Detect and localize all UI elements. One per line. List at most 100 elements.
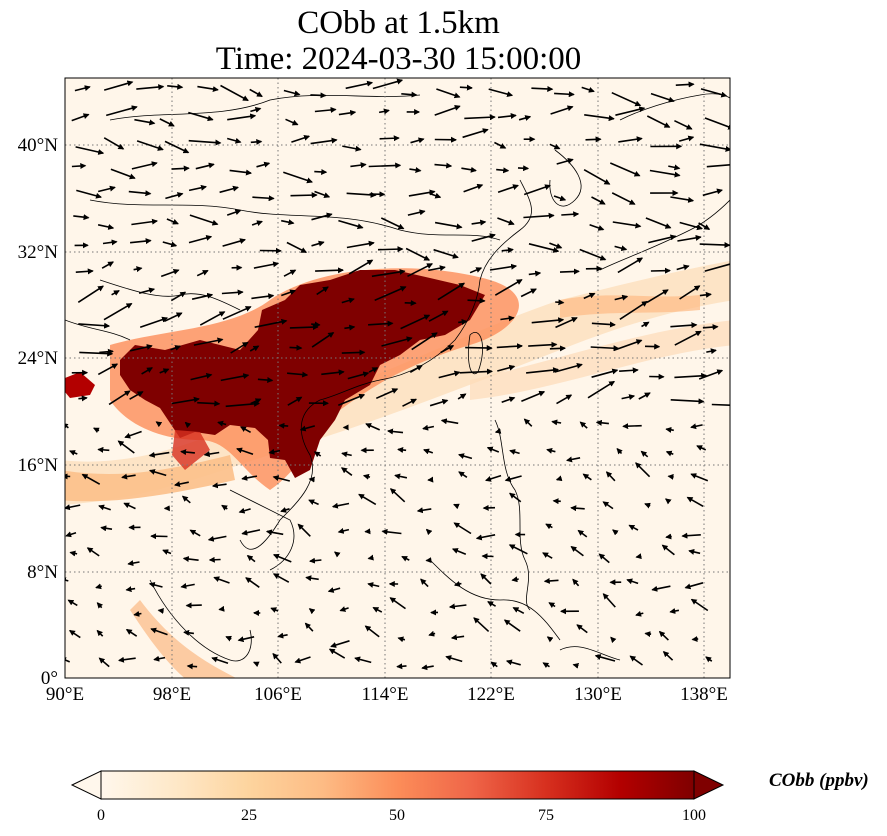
- wind-arrow: [457, 393, 467, 400]
- wind-arrow: [186, 663, 198, 670]
- wind-arrow: [305, 575, 319, 582]
- wind-arrow: [677, 234, 702, 242]
- wind-arrow: [272, 652, 282, 664]
- wind-arrow: [523, 418, 533, 427]
- wind-arrow: [469, 267, 483, 274]
- wind-arrow: [372, 78, 404, 90]
- wind-arrow: [487, 601, 497, 607]
- wind-arrow: [125, 628, 138, 637]
- wind-arrow: [208, 556, 221, 563]
- wind-arrow: [670, 196, 695, 203]
- wind-arrow: [379, 135, 400, 142]
- wind-arrow: [651, 585, 671, 592]
- wind-arrow: [291, 135, 311, 143]
- wind-arrow: [549, 345, 566, 352]
- wind-arrow: [309, 557, 322, 564]
- wind-arrow: [131, 218, 158, 226]
- wind-arrow: [584, 114, 615, 122]
- wind-arrow: [576, 624, 588, 634]
- wind-arrow: [556, 157, 574, 165]
- wind-arrow: [217, 420, 227, 427]
- wind-arrow: [546, 447, 556, 454]
- wind-arrow: [189, 529, 201, 537]
- wind-arrow: [503, 619, 521, 632]
- wind-arrow: [644, 502, 651, 509]
- wind-arrow: [674, 330, 702, 346]
- wind-arrow: [253, 261, 280, 269]
- wind-arrow: [189, 214, 219, 226]
- wind-arrow: [308, 608, 316, 615]
- wind-arrow: [220, 84, 249, 102]
- wind-arrow: [420, 578, 429, 588]
- wind-arrow: [148, 582, 163, 588]
- wind-arrow: [184, 421, 192, 429]
- wind-arrow: [702, 324, 719, 331]
- wind-arrow: [197, 85, 219, 92]
- wind-arrow: [75, 146, 105, 155]
- wind-arrow: [171, 165, 190, 172]
- wind-arrow: [131, 161, 158, 170]
- wind-arrow: [690, 598, 709, 612]
- wind-arrow: [310, 137, 338, 145]
- wind-arrow: [471, 233, 496, 242]
- wind-arrow: [583, 292, 596, 300]
- wind-arrow: [545, 523, 553, 530]
- wind-arrow: [226, 209, 242, 216]
- wind-arrow: [238, 507, 251, 514]
- wind-arrow: [467, 297, 486, 304]
- wind-arrow: [704, 263, 730, 272]
- wind-arrow: [509, 492, 522, 503]
- wind-arrow: [358, 493, 377, 506]
- wind-arrow: [645, 217, 672, 229]
- wind-arrow: [250, 107, 262, 113]
- wind-arrow: [341, 451, 352, 458]
- wind-arrow: [289, 344, 303, 351]
- wind-arrow: [490, 661, 498, 668]
- wind-arrow: [240, 426, 251, 433]
- wind-arrow: [69, 550, 78, 557]
- wind-arrow: [423, 448, 434, 455]
- wind-arrow: [638, 392, 651, 400]
- wind-arrow: [297, 523, 311, 537]
- wind-arrow: [226, 137, 242, 144]
- wind-arrow: [570, 505, 585, 512]
- wind-arrow: [213, 576, 230, 584]
- wind-arrow: [416, 507, 432, 514]
- wind-arrow: [159, 118, 175, 127]
- wind-arrow: [252, 661, 260, 668]
- wind-arrow: [81, 473, 101, 485]
- wind-arrow: [438, 370, 461, 379]
- wind-arrow: [409, 167, 422, 173]
- wind-arrow: [649, 169, 681, 178]
- y-tick-label: 16°N: [18, 455, 59, 476]
- wind-arrow: [518, 115, 532, 121]
- wind-arrow: [450, 634, 465, 641]
- wind-arrow: [583, 169, 611, 185]
- wind-arrow: [171, 396, 200, 405]
- wind-arrow: [311, 332, 335, 348]
- wind-arrow: [650, 92, 675, 103]
- wind-arrow: [73, 214, 90, 221]
- wind-arrow: [313, 451, 322, 458]
- chart-title-line2: Time: 2024-03-30 15:00:00: [215, 41, 582, 77]
- wind-arrow: [118, 656, 136, 663]
- wind-arrow: [473, 617, 490, 632]
- wind-arrow: [71, 113, 90, 122]
- wind-arrow: [681, 532, 701, 539]
- wind-arrow: [315, 267, 344, 274]
- wind-arrow: [157, 608, 164, 614]
- wind-arrow: [434, 221, 463, 230]
- wind-arrow: [488, 88, 514, 97]
- wind-arrow: [611, 91, 642, 107]
- wind-arrow: [619, 367, 639, 374]
- wind-arrow: [511, 576, 519, 583]
- wind-arrow: [211, 482, 227, 489]
- wind-arrow: [368, 367, 379, 373]
- wind-arrow: [188, 235, 213, 244]
- wind-arrow: [183, 629, 194, 636]
- wind-arrow: [497, 112, 517, 119]
- wind-arrow: [371, 269, 406, 278]
- wind-arrow: [304, 622, 314, 632]
- wind-arrow: [68, 629, 81, 639]
